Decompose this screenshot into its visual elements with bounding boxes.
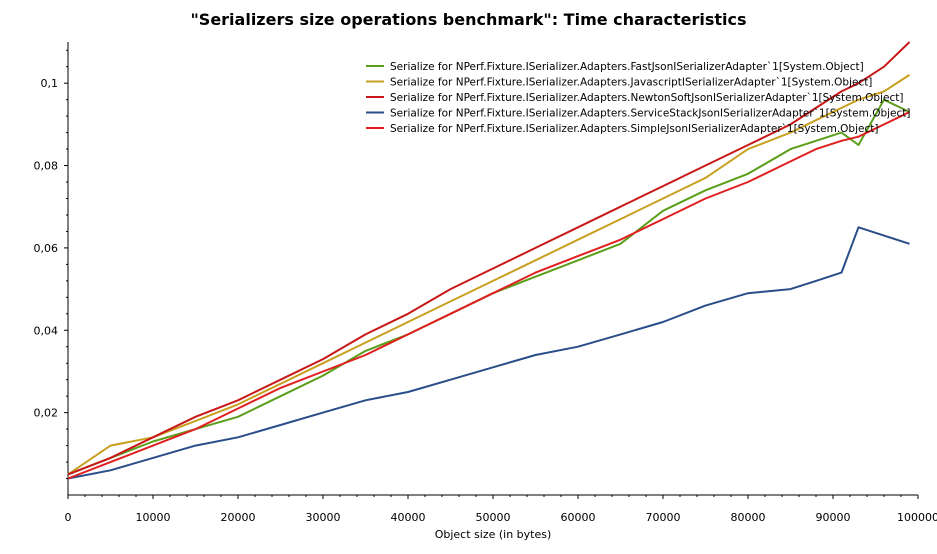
x-tick-label: 10000 xyxy=(136,511,171,524)
legend-entry-5: Serialize for NPerf.Fixture.ISerializer.… xyxy=(390,123,878,135)
series-line-2 xyxy=(67,74,911,476)
x-axis-label: Object size (in bytes) xyxy=(435,528,552,541)
legend-entry-2: Serialize for NPerf.Fixture.ISerializer.… xyxy=(390,77,872,89)
x-tick-label: 90000 xyxy=(816,511,851,524)
legend-entry-1: Serialize for NPerf.Fixture.ISerializer.… xyxy=(390,61,864,73)
chart-title: "Serializers size operations benchmark":… xyxy=(190,10,747,29)
x-tick-label: 40000 xyxy=(391,511,426,524)
series-line-5 xyxy=(67,111,910,480)
x-tick-label: 60000 xyxy=(561,511,596,524)
y-tick-label: 0,08 xyxy=(34,160,59,173)
x-tick-label: 30000 xyxy=(306,511,341,524)
legend-entry-4: Serialize for NPerf.Fixture.ISerializer.… xyxy=(390,108,911,120)
x-tick-label: 50000 xyxy=(476,511,511,524)
series-line-4 xyxy=(67,226,910,480)
series-line-3 xyxy=(67,41,911,476)
x-tick-label: 70000 xyxy=(646,511,681,524)
legend-entry-3: Serialize for NPerf.Fixture.ISerializer.… xyxy=(390,92,903,104)
x-tick-label: 20000 xyxy=(221,511,256,524)
y-tick-label: 0,1 xyxy=(41,77,59,90)
y-tick-label: 0,06 xyxy=(34,242,59,255)
y-tick-label: 0,02 xyxy=(34,407,59,420)
x-tick-label: 0 xyxy=(65,511,72,524)
x-tick-label: 80000 xyxy=(731,511,766,524)
series-line-1 xyxy=(67,98,910,476)
x-tick-label: 100000 xyxy=(897,511,937,524)
y-tick-label: 0,04 xyxy=(34,324,59,337)
